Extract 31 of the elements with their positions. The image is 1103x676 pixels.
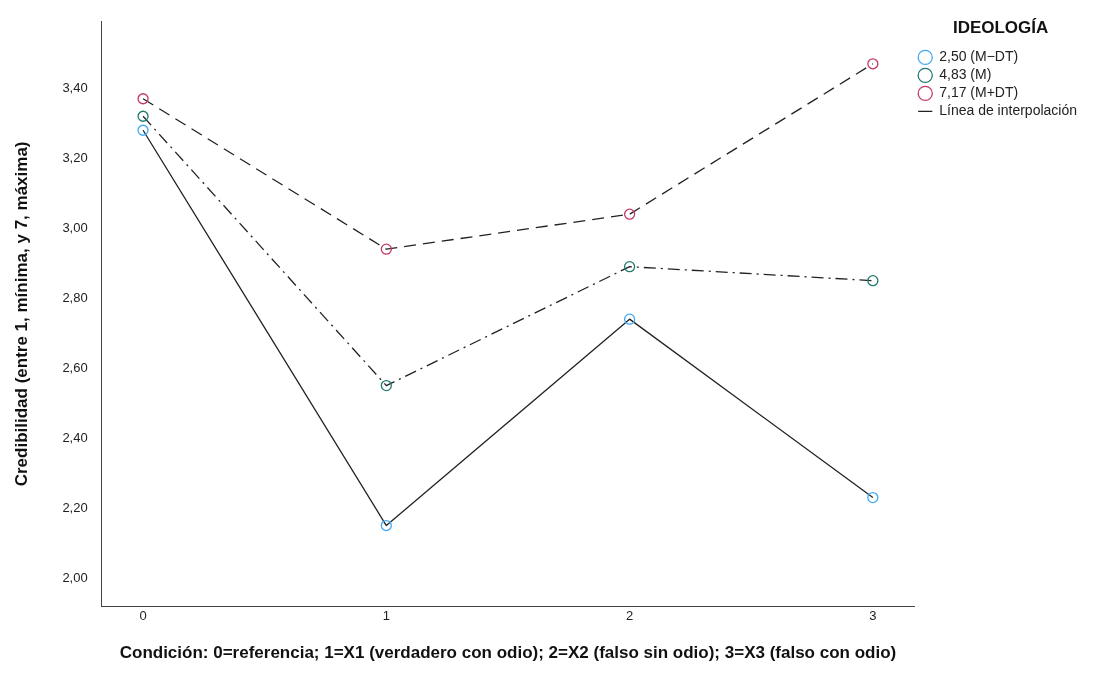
y-tick-label: 2,80 <box>62 289 88 305</box>
point <box>867 491 879 504</box>
legend-label: 4,83 (M) <box>939 66 992 83</box>
x-tick-label: 2 <box>625 608 634 624</box>
point <box>380 243 392 255</box>
y-tick-label: 2,00 <box>62 569 88 585</box>
point <box>137 110 149 122</box>
point <box>137 93 149 105</box>
y-tick-label: 2,60 <box>62 359 88 375</box>
y-tick-label: 2,20 <box>62 499 88 515</box>
point <box>137 124 149 136</box>
point <box>623 261 636 273</box>
x-axis-title: Condición: 0=referencia; 1=X1 (verdadero con odio); 2=X2 (falso sin odio); 3=X3 (falso con odio) <box>119 643 897 663</box>
text: Línea de interpolación <box>939 102 1078 119</box>
point <box>867 275 879 287</box>
x-tick-label: 3 <box>869 608 877 624</box>
point <box>380 379 392 392</box>
legend-label: 7,17 (M+DT) <box>939 84 1019 101</box>
y-tick-label: 3,40 <box>62 79 88 95</box>
x-tick-label: 0 <box>139 608 147 624</box>
point <box>867 58 879 70</box>
y-tick-label: 2,40 <box>62 429 88 445</box>
y-axis-title: Credibilidad (entre 1, mínima, y 7, máxima) <box>11 141 31 487</box>
legend-label: 2,50 (M−DT) <box>939 48 1019 65</box>
point <box>623 208 636 220</box>
y-tick-label: 3,00 <box>62 219 88 235</box>
x-tick-label: 1 <box>382 608 390 624</box>
y-tick-label: 3,20 <box>62 149 88 165</box>
point <box>623 313 636 325</box>
point <box>380 519 392 532</box>
legend-title: IDEOLOGÍA <box>952 18 1049 38</box>
